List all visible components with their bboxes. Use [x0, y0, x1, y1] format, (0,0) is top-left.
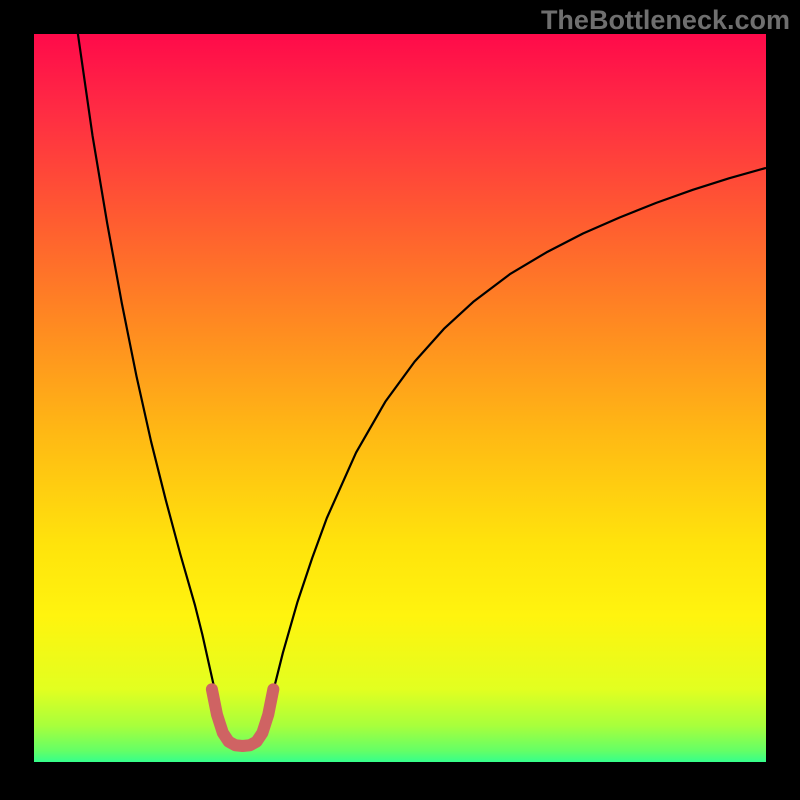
main-curve-path	[71, 0, 766, 746]
curve-layer	[34, 34, 766, 762]
chart-stage: TheBottleneck.com	[0, 0, 800, 800]
watermark-text: TheBottleneck.com	[541, 5, 790, 36]
u-marker-path	[212, 689, 273, 746]
